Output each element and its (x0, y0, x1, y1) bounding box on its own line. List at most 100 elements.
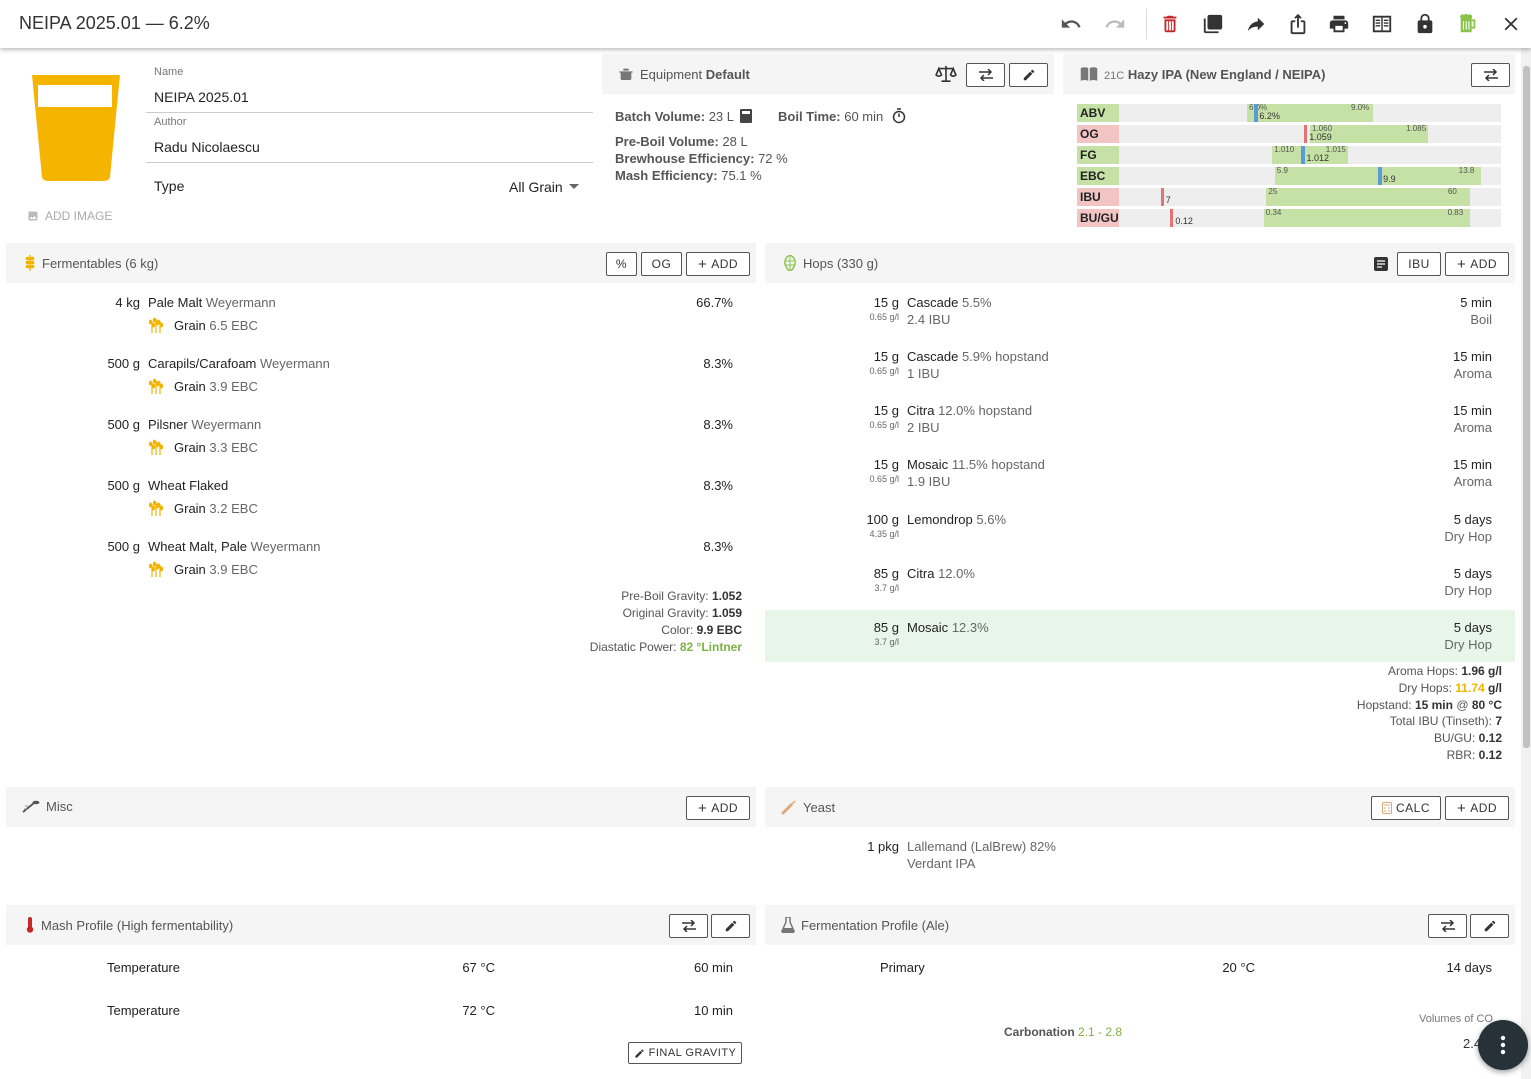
timer-icon[interactable] (892, 108, 906, 127)
style-value: 6.2% (1259, 111, 1280, 121)
style-swap-button[interactable] (1471, 63, 1510, 87)
mash-step-time: 60 min (693, 960, 733, 975)
style-row-label: ABV (1077, 104, 1119, 122)
style-row: ABV6.0%9.0%6.2% (1077, 103, 1501, 122)
hop-row[interactable]: 15 g 0.65 g/l Cascade 5.9% hopstand 1 IBU 15… (765, 349, 1515, 399)
yeast-title: Yeast (781, 799, 835, 815)
style-range-min: 0.34 (1265, 208, 1282, 217)
fermentation-swap-button[interactable] (1428, 914, 1467, 938)
final-gravity-button[interactable]: FINAL GRAVITY (628, 1042, 742, 1064)
more-actions-button[interactable] (1478, 1020, 1528, 1070)
fermentation-title-text: Fermentation Profile (Ale) (801, 917, 950, 933)
style-value: 1.012 (1306, 153, 1329, 163)
hop-ibu: 2 IBU (907, 420, 940, 435)
misc-title: Misc (22, 799, 73, 814)
fermentable-amount: 500 g (107, 417, 140, 432)
fermentable-row[interactable]: 4 kg Pale Malt Weyermann Grain 6.5 EBC 66.7… (6, 295, 756, 351)
fermentable-row[interactable]: 500 g Wheat Flaked Grain 3.2 EBC 8.3% (6, 478, 756, 534)
scrollbar-thumb[interactable] (1523, 66, 1530, 748)
print-icon[interactable] (1326, 11, 1352, 37)
fermentable-percent: 8.3% (703, 356, 733, 371)
hop-use: Aroma (1453, 366, 1492, 381)
add-yeast-button[interactable]: + ADD (1445, 796, 1509, 820)
style-header (1063, 54, 1515, 94)
equipment-edit-button[interactable] (1009, 63, 1048, 87)
add-fermentable-button[interactable]: + ADD (686, 252, 750, 276)
fermentable-row[interactable]: 500 g Pilsner Weyermann Grain 3.3 EBC 8.3% (6, 417, 756, 473)
style-range-min: 1.060 (1312, 124, 1333, 133)
style-row: BU/GU 0.34 0.83 0.12 (1077, 208, 1501, 227)
export-icon[interactable] (1285, 11, 1311, 37)
lock-icon[interactable] (1412, 11, 1438, 37)
hop-rate: 0.65 g/l (869, 474, 899, 484)
hop-row[interactable]: 15 g 0.65 g/l Mosaic 11.5% hopstand 1.9 IBU… (765, 457, 1515, 507)
copy-icon[interactable] (1200, 11, 1226, 37)
redo-icon[interactable] (1102, 11, 1128, 37)
hop-ibu: 1.9 IBU (907, 474, 951, 489)
hop-row[interactable]: 15 g 0.65 g/l Citra 12.0% hopstand 2 IBU 15 … (765, 403, 1515, 453)
fermentables-title-text: Fermentables (6 kg) (42, 255, 159, 271)
ibu-button[interactable]: IBU (1397, 252, 1441, 276)
calculator-icon[interactable] (740, 109, 752, 126)
fermentable-name: Pilsner Weyermann (148, 417, 262, 432)
fermentation-edit-button[interactable] (1470, 914, 1509, 938)
equipment-swap-button[interactable] (966, 63, 1005, 87)
hop-icon (784, 255, 796, 271)
hop-amount: 15 g (873, 295, 899, 310)
edit-icon (1023, 69, 1034, 81)
hop-use: Aroma (1453, 420, 1492, 435)
undo-icon[interactable] (1058, 11, 1084, 37)
brew-beer-icon[interactable] (1455, 11, 1481, 37)
style-range (1266, 188, 1470, 206)
ferm-step-time: 14 days (1446, 960, 1492, 975)
thermometer-icon (26, 917, 34, 933)
fermentable-row[interactable]: 500 g Wheat Malt, Pale Weyermann Grain 3.9… (6, 539, 756, 595)
hop-row[interactable]: 100 g 4.35 g/l Lemondrop 5.6% 5 days Dry Hop (765, 512, 1515, 562)
hop-amount: 15 g (873, 457, 899, 472)
fermentable-type: Grain 3.2 EBC (174, 501, 258, 516)
compare-icon[interactable] (1369, 11, 1395, 37)
hop-use: Boil (1470, 312, 1492, 327)
add-hop-button[interactable]: + ADD (1445, 252, 1509, 276)
delete-icon[interactable] (1157, 11, 1183, 37)
hop-amount: 15 g (873, 403, 899, 418)
style-range (1263, 209, 1470, 227)
author-input[interactable]: Radu Nicolaescu (154, 139, 260, 155)
style-value: 1.059 (1309, 132, 1332, 142)
hop-row[interactable]: 85 g 3.7 g/l Citra 12.0% 5 days Dry Hop (765, 566, 1515, 616)
fermentable-percent: 8.3% (703, 417, 733, 432)
book-icon (1080, 67, 1098, 81)
add-image-button[interactable]: ADD IMAGE (27, 209, 112, 223)
yeast-calc-button[interactable]: CALC (1371, 796, 1441, 820)
pot-icon (619, 68, 633, 80)
fermentable-row[interactable]: 500 g Carapils/Carafoam Weyermann Grain 3.… (6, 356, 756, 412)
close-icon[interactable] (1498, 11, 1524, 37)
mash-swap-button[interactable] (669, 914, 708, 938)
volumes-co2-value[interactable]: 2.4 (1463, 1036, 1482, 1051)
yeast-lab[interactable]: Lallemand (LalBrew) 82% (907, 839, 1056, 854)
add-misc-button[interactable]: + ADD (686, 796, 750, 820)
name-input[interactable]: NEIPA 2025.01 (154, 89, 249, 105)
notes-icon[interactable] (1374, 257, 1388, 274)
hop-row[interactable]: 85 g 3.7 g/l Mosaic 12.3% 5 days Dry Hop (765, 620, 1515, 670)
style-value-marker (1160, 188, 1164, 206)
share-icon[interactable] (1243, 11, 1269, 37)
hop-rate: 4.35 g/l (869, 529, 899, 539)
style-range-max: 0.83 (1447, 208, 1464, 217)
percent-button[interactable]: % (606, 252, 637, 276)
type-select[interactable]: All Grain (509, 179, 579, 195)
og-button[interactable]: OG (641, 252, 682, 276)
spoon-icon (22, 800, 40, 813)
style-row-label: BU/GU (1077, 209, 1119, 227)
top-toolbar: NEIPA 2025.01 — 6.2% (0, 0, 1531, 48)
dropdown-arrow-icon (568, 184, 579, 189)
mash-title-text: Mash Profile (High fermentability) (41, 917, 234, 933)
hop-use: Dry Hop (1444, 637, 1492, 652)
swap-icon (978, 69, 993, 81)
hop-row[interactable]: 15 g 0.65 g/l Cascade 5.5% 2.4 IBU 5 min Boil (765, 295, 1515, 345)
hops-title-text: Hops (330 g) (803, 255, 879, 271)
author-underline (146, 162, 593, 163)
scale-icon[interactable] (935, 65, 957, 86)
style-range-min: 1.010 (1274, 145, 1295, 154)
mash-edit-button[interactable] (711, 914, 750, 938)
